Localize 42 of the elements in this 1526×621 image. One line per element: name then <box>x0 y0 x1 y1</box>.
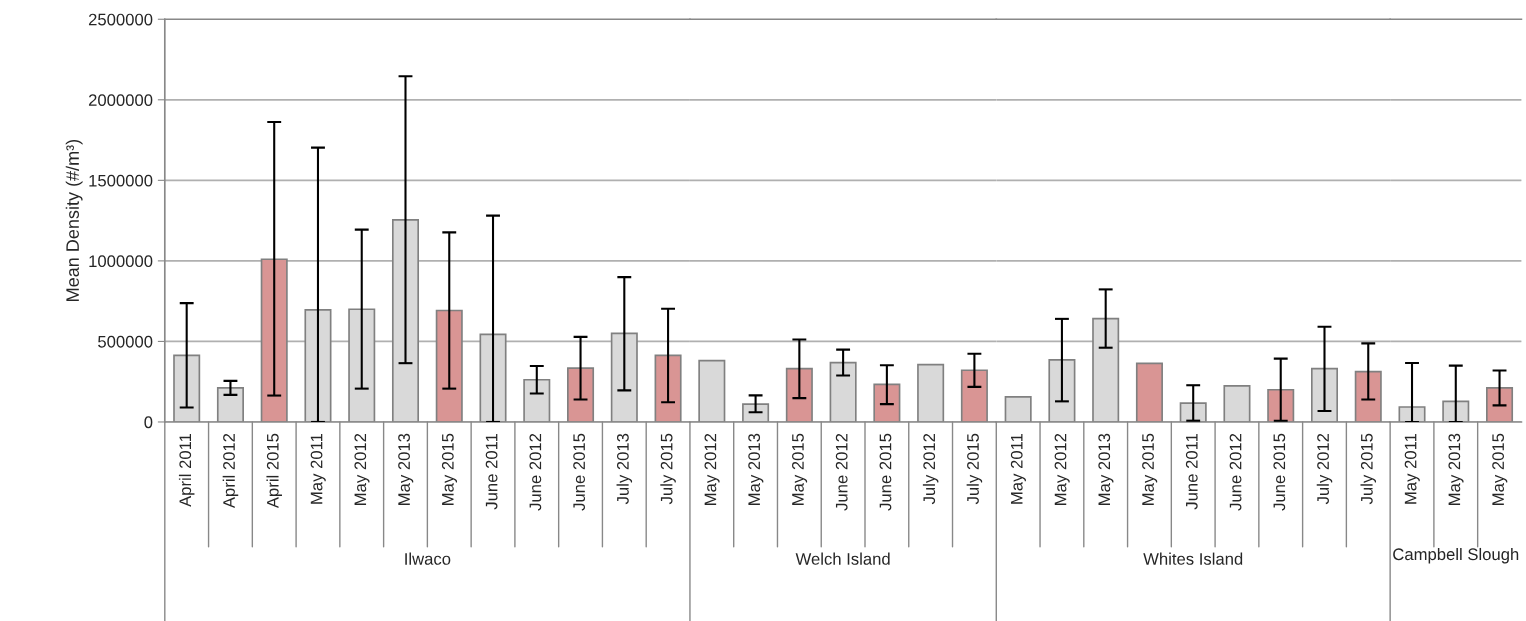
x-axis-title: Ilwaco <box>405 552 451 565</box>
x-tick-label: May 2013 <box>398 433 414 505</box>
x-tick-label: May 2011 <box>1010 433 1026 504</box>
y-tick-label: 500000 <box>98 335 153 348</box>
x-tick-label: July 2015 <box>966 433 983 505</box>
x-tick-label: May 2013 <box>748 433 764 505</box>
x-tick-label: May 2015 <box>1142 433 1158 505</box>
x-tick-label: June 2012 <box>529 433 542 511</box>
y-tick-label: 0 <box>144 416 153 429</box>
x-tick-label: May 2012 <box>1054 433 1070 505</box>
x-tick-label: July 2012 <box>1316 433 1333 505</box>
x-axis-title: Welch Island <box>795 552 890 565</box>
x-tick-label: May 2013 <box>1098 433 1114 505</box>
y-axis-title: Mean Density (#/m³) <box>65 139 83 301</box>
x-tick-label: June 2012 <box>1229 433 1242 511</box>
y-tick-label: 2500000 <box>88 13 153 26</box>
x-axis-title: Campbell Slough <box>1393 547 1519 564</box>
x-tick-label: July 2015 <box>1360 433 1377 505</box>
x-tick-label: May 2015 <box>1492 433 1508 505</box>
x-tick-label: May 2015 <box>441 433 458 505</box>
x-tick-label: April 2012 <box>222 433 239 509</box>
x-tick-label: July 2015 <box>660 433 676 505</box>
x-tick-label: May 2012 <box>704 433 720 505</box>
x-tick-label: May 2012 <box>354 433 370 505</box>
x-tick-label: June 2015 <box>1273 433 1286 511</box>
x-tick-label: July 2013 <box>616 433 633 505</box>
x-tick-label: May 2011 <box>310 433 326 504</box>
x-tick-label: May 2015 <box>792 433 808 505</box>
x-tick-label: June 2012 <box>835 433 848 511</box>
x-tick-label: June 2011 <box>1185 433 1198 510</box>
y-tick-label: 1000000 <box>89 255 153 268</box>
x-tick-label: June 2015 <box>573 433 586 511</box>
x-axis-title: Whites Island <box>1143 552 1243 565</box>
x-tick-label: April 2015 <box>266 433 282 509</box>
y-tick-label: 2000000 <box>88 94 153 106</box>
x-tick-label: May 2011 <box>1404 433 1420 504</box>
x-tick-label: June 2011 <box>485 433 498 510</box>
x-tick-label: May 2013 <box>1448 433 1464 505</box>
y-tick-label: 1500000 <box>89 174 153 187</box>
x-tick-label: April 2011 <box>178 433 195 507</box>
x-tick-label: July 2012 <box>922 433 939 505</box>
x-tick-label: June 2015 <box>879 433 892 511</box>
